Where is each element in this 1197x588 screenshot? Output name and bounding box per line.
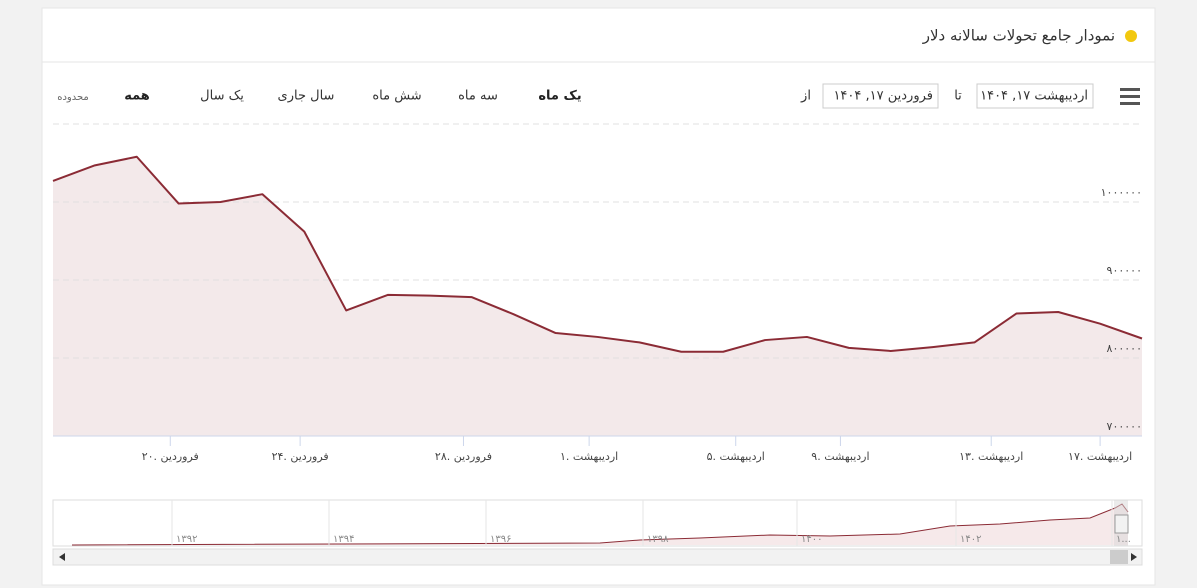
x-tick-label: ۵. اردیبهشت — [707, 450, 765, 463]
y-tick-label: ۷۰۰۰۰۰ — [1107, 420, 1142, 433]
navigator-label: ۱۳۹۶ — [490, 534, 511, 545]
x-tick-label: ۲۴. فروردین — [272, 450, 329, 463]
navigator-area — [72, 504, 1128, 545]
scroll-right[interactable] — [1131, 553, 1137, 561]
navigator-line — [71, 503, 1129, 546]
navigator-handle[interactable] — [1114, 514, 1129, 534]
navigator: ۱۳۹۲ ۱۳۹۴ ۱۳۹۶ ۱۳۹۸ ۱۴۰۰ ۱۴۰۲ ۱... — [52, 499, 1143, 566]
x-tick-label: ۱۳. اردیبهشت — [959, 450, 1023, 463]
zoom-label: محدوده — [57, 92, 89, 103]
y-tick-label: ۱۰۰۰۰۰۰ — [1101, 186, 1142, 199]
scrollbar[interactable] — [52, 548, 1143, 566]
y-tick-label: ۸۰۰۰۰۰ — [1107, 342, 1142, 355]
menu-bar — [1120, 102, 1140, 105]
scroll-left[interactable] — [59, 553, 65, 561]
navigator-label: ۱۳۹۴ — [333, 534, 354, 545]
range-button[interactable]: یک ماه — [538, 89, 581, 104]
scrollbar-thumb[interactable] — [1110, 550, 1128, 564]
navigator-label: ۱۴۰۲ — [960, 534, 981, 545]
from-input[interactable]: فروردین ۱۷, ۱۴۰۴ — [833, 89, 933, 104]
x-tick-label: ۱. اردیبهشت — [560, 450, 618, 463]
range-button[interactable]: شش ماه — [372, 89, 421, 104]
to-input[interactable]: اردیبهشت ۱۷, ۱۴۰۴ — [980, 89, 1088, 104]
range-button[interactable]: همه — [124, 89, 150, 104]
navigator-label: ۱۳۹۸ — [647, 534, 669, 545]
chart-title: نمودار جامع تحولات سالانه دلار — [922, 27, 1115, 45]
series-line — [52, 155, 1143, 353]
range-button[interactable]: سال جاری — [278, 89, 335, 104]
card — [41, 7, 1156, 586]
to-label: تا — [954, 89, 962, 104]
x-tick-label: ۲۸. فروردین — [435, 450, 492, 463]
y-tick-label: ۹۰۰۰۰۰ — [1107, 264, 1142, 277]
from-input-box[interactable] — [822, 83, 939, 109]
range-button[interactable]: یک سال — [200, 89, 244, 104]
x-tick-label: ۹. اردیبهشت — [811, 450, 869, 463]
navigator-label: ۱... — [1116, 534, 1131, 545]
from-label: از — [800, 89, 811, 104]
menu-bar — [1120, 95, 1140, 98]
title-dot — [1125, 30, 1137, 42]
plot: ۷۰۰۰۰۰ ۸۰۰۰۰۰ ۹۰۰۰۰۰ ۱۰۰۰۰۰۰ ۲۰. فروردین ۲۴. … — [52, 155, 1143, 463]
navigator-label: ۱۳۹۲ — [176, 534, 197, 545]
x-tick-label: ۱۷. اردیبهشت — [1068, 450, 1132, 463]
menu-icon[interactable] — [1120, 88, 1140, 105]
navigator-label: ۱۴۰۰ — [801, 534, 822, 545]
x-tick-label: ۲۰. فروردین — [142, 450, 199, 463]
to-input-box[interactable] — [976, 83, 1094, 109]
series-area — [53, 156, 1142, 436]
range-button[interactable]: سه ماه — [458, 89, 498, 104]
menu-bar — [1120, 88, 1140, 91]
